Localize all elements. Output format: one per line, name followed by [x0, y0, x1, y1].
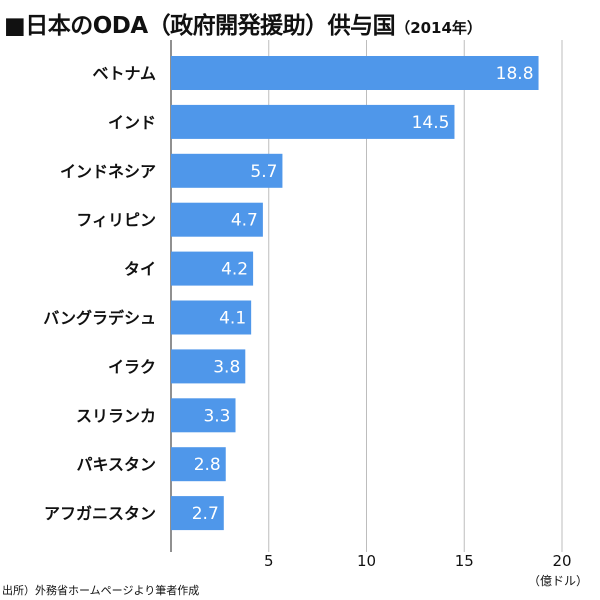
category-label: パキスタン	[76, 455, 156, 474]
category-label: アフガニスタン	[44, 504, 156, 523]
category-label: バングラデシュ	[43, 309, 156, 328]
x-tick-label: 10	[357, 552, 376, 570]
bar-2	[171, 153, 283, 188]
bar-value-label: 3.8	[213, 357, 240, 377]
bar-8	[171, 447, 226, 482]
category-label: フィリピン	[76, 211, 156, 230]
bar-5	[171, 300, 252, 335]
bar-value-label: 5.7	[250, 162, 277, 182]
bar-1	[171, 104, 455, 139]
bar-9	[171, 496, 224, 531]
source-note: 出所）外務省ホームページより筆者作成	[2, 584, 200, 597]
category-label: タイ	[124, 260, 156, 279]
x-tick-label: 15	[455, 552, 474, 570]
bar-4	[171, 251, 254, 286]
category-label: インドネシア	[60, 162, 156, 181]
bar-value-label: 4.2	[221, 260, 248, 280]
x-tick-label: 20	[552, 552, 571, 570]
bar-value-label: 14.5	[412, 113, 450, 133]
chart-title-year: （2014年）	[395, 19, 482, 37]
chart-title-text: ■日本のODA（政府開発援助）供与国	[4, 13, 396, 39]
category-label: ベトナム	[92, 64, 156, 83]
x-tick-label: 5	[264, 552, 274, 570]
bar-value-label: 4.7	[231, 211, 258, 231]
bar-value-label: 2.7	[192, 504, 219, 524]
bar-3	[171, 202, 263, 237]
category-label: イラク	[108, 357, 156, 376]
chart-title: ■日本のODA（政府開発援助）供与国（2014年）	[4, 6, 482, 40]
bar-0	[171, 56, 539, 90]
category-label: スリランカ	[76, 406, 156, 425]
bar-value-label: 4.1	[219, 309, 246, 329]
bar-7	[171, 398, 236, 433]
bar-value-label: 3.3	[203, 406, 230, 426]
bar-6	[171, 349, 246, 384]
bar-value-label: 2.8	[194, 455, 221, 475]
category-label: インド	[108, 113, 156, 132]
bar-value-label: 18.8	[496, 64, 534, 84]
x-axis-unit: （億ドル）	[528, 574, 589, 588]
